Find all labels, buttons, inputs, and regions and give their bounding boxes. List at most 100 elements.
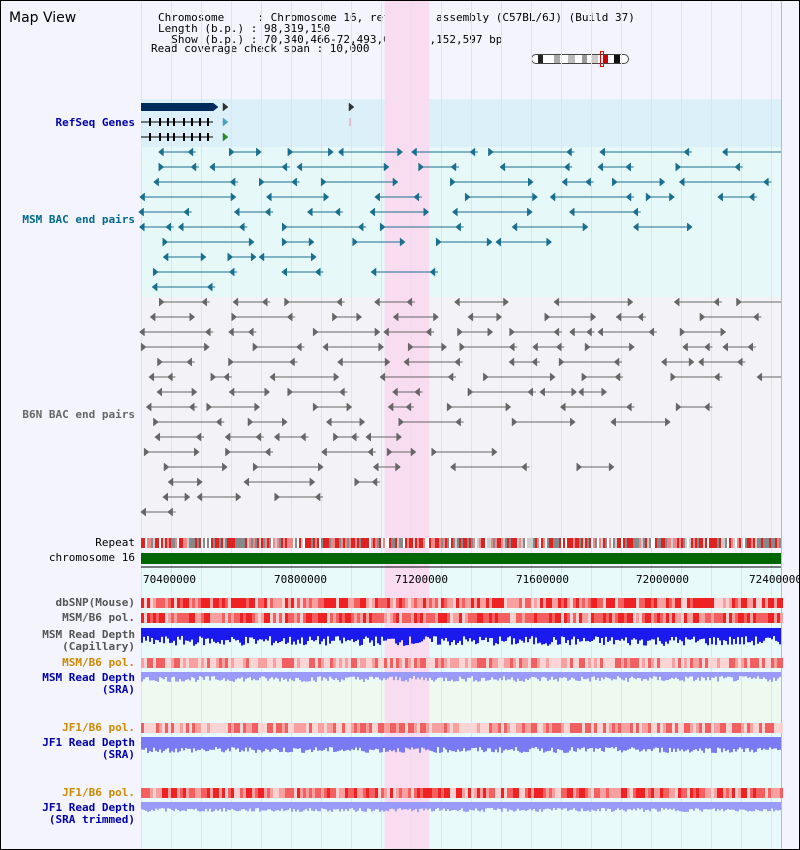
msm-depth-capillary-bar	[481, 628, 483, 641]
jf1-pol-track-cell	[501, 723, 504, 733]
track-label-b6n-bac[interactable]: B6N BAC end pairs	[22, 408, 135, 421]
msm-pol-sra-track-cell	[363, 658, 366, 668]
msm-depth-sra-bar	[439, 672, 441, 678]
msm-depth-sra-bar	[637, 672, 639, 678]
track-label-msm-bac[interactable]: MSM BAC end pairs	[22, 213, 135, 226]
repeat-segment	[319, 538, 321, 548]
dbsnp-track-cell	[702, 598, 705, 608]
jf1-pol-track-cell	[357, 723, 360, 733]
msm-pol-track-cell	[594, 613, 597, 623]
msm-depth-capillary-bar	[463, 628, 465, 637]
jf1-depth-sra-bar	[317, 737, 319, 751]
b6n-bac-pair-end-icon	[243, 477, 250, 487]
repeat-segment	[337, 538, 339, 548]
repeat-segment	[491, 538, 493, 548]
jf1-depth-sra-bar	[775, 737, 777, 749]
msm-pol-sra-track-cell	[741, 658, 744, 668]
jf1-depth-trimmed-bar	[491, 802, 493, 809]
msm-depth-capillary-bar	[439, 628, 441, 645]
repeat-segment	[391, 538, 393, 548]
msm-depth-sra-bar	[235, 672, 237, 680]
dbsnp-track-cell	[672, 598, 675, 608]
repeat-segment	[767, 538, 769, 548]
msm-pol-sra-track-cell	[687, 658, 690, 668]
jf1-depth-trimmed-bar	[615, 802, 617, 810]
jf1-depth-trimmed-bar	[481, 802, 483, 810]
jf1-pol-trimmed-track-cell	[501, 788, 504, 798]
dbsnp-track-cell	[750, 598, 753, 608]
track-label-chromosome[interactable]: chromosome 16	[48, 551, 135, 564]
jf1-depth-sra-bar	[205, 737, 207, 752]
refseq-exon	[199, 133, 201, 141]
jf1-pol-trimmed-track-cell	[663, 788, 666, 798]
track-label-dbsnp[interactable]: dbSNP(Mouse)	[55, 596, 135, 609]
msm-depth-capillary-bar	[635, 628, 637, 640]
msm-bac-pair-end-icon	[566, 147, 572, 157]
jf1-depth-sra-bar	[209, 737, 211, 750]
jf1-pol-trimmed-track-cell	[318, 788, 321, 798]
jf1-depth-trimmed-bar	[515, 802, 517, 811]
jf1-pol-track-cell	[162, 723, 165, 733]
track-label-jf1-trimmed[interactable]: JF1 Read Depth	[42, 801, 135, 814]
jf1-pol-trimmed-track-cell	[429, 788, 432, 798]
jf1-pol-trimmed-track-cell	[735, 788, 738, 798]
msm-depth-sra-bar	[631, 672, 633, 677]
jf1-depth-trimmed-bar	[607, 802, 609, 809]
track-label-msm-pol-1[interactable]: MSM/B6 pol.	[62, 611, 135, 624]
track-label-msm-depth-capillary[interactable]: MSM Read Depth	[42, 628, 135, 641]
b6n-bac-pair-end-icon	[274, 492, 281, 502]
msm-depth-sra-bar	[531, 672, 533, 677]
dbsnp-track-cell	[618, 598, 621, 608]
msm-pol-sra-track-cell	[711, 658, 714, 668]
track-label-jf1-pol-1[interactable]: JF1/B6 pol.	[62, 721, 135, 734]
jf1-pol-track-cell	[528, 723, 531, 733]
jf1-depth-sra-bar	[515, 737, 517, 748]
msm-depth-capillary-bar	[223, 628, 225, 645]
msm-depth-sra-bar	[667, 672, 669, 680]
msm-bac-pair-end-icon	[281, 162, 288, 172]
msm-bac-pair-end-icon	[563, 162, 570, 172]
msm-depth-sra-bar	[737, 672, 739, 680]
msm-pol-sra-track-cell	[384, 658, 387, 668]
dbsnp-track-cell	[429, 598, 432, 608]
msm-depth-capillary-bar	[371, 628, 373, 641]
jf1-pol-trimmed-track-cell	[174, 788, 177, 798]
jf1-pol-track-cell	[540, 723, 543, 733]
track-label-repeat[interactable]: Repeat	[95, 536, 135, 549]
msm-bac-pair-end-icon	[379, 222, 386, 232]
msm-pol-track-cell	[396, 613, 399, 623]
track-label-jf1-depth[interactable]: JF1 Read Depth	[42, 736, 135, 749]
msm-depth-sra-bar	[451, 672, 453, 680]
msm-pol-track-cell	[669, 613, 672, 623]
msm-depth-sra-bar	[353, 672, 355, 677]
jf1-depth-sra-bar	[389, 737, 391, 750]
jf1-depth-sra-bar	[329, 737, 331, 748]
msm-pol-track-cell	[645, 613, 648, 623]
msm-depth-sra-bar	[411, 672, 413, 679]
jf1-depth-sra-bar	[509, 737, 511, 750]
jf1-depth-trimmed-bar	[489, 802, 491, 809]
chromosome-ideogram[interactable]	[531, 54, 629, 64]
dbsnp-track-cell	[327, 598, 330, 608]
jf1-pol-track-cell	[417, 723, 420, 733]
msm-depth-capillary-bar	[731, 628, 733, 645]
track-label-refseq[interactable]: RefSeq Genes	[55, 116, 135, 129]
track-label-jf1-pol-2[interactable]: JF1/B6 pol.	[62, 786, 135, 799]
track-label-msm-pol-2[interactable]: MSM/B6 pol.	[62, 656, 135, 669]
msm-depth-capillary-bar	[585, 628, 587, 642]
jf1-depth-trimmed-bar	[721, 802, 723, 809]
jf1-pol-track-cell	[537, 723, 540, 733]
track-label-msm-depth-sra[interactable]: MSM Read Depth	[42, 671, 135, 684]
msm-pol-track-cell	[711, 613, 714, 623]
msm-depth-capillary-bar	[333, 628, 335, 641]
msm-depth-capillary-bar	[309, 628, 311, 637]
b6n-bac-pair-end-icon	[449, 462, 456, 472]
msm-pol-sra-track-cell	[579, 658, 582, 668]
b6n-bac-pair-end-icon	[414, 387, 420, 397]
jf1-depth-trimmed-bar	[369, 802, 371, 809]
msm-depth-capillary-bar	[273, 628, 275, 643]
jf1-depth-trimmed-bar	[385, 802, 387, 811]
msm-pol-track-cell	[663, 613, 666, 623]
repeat-segment	[251, 538, 253, 548]
